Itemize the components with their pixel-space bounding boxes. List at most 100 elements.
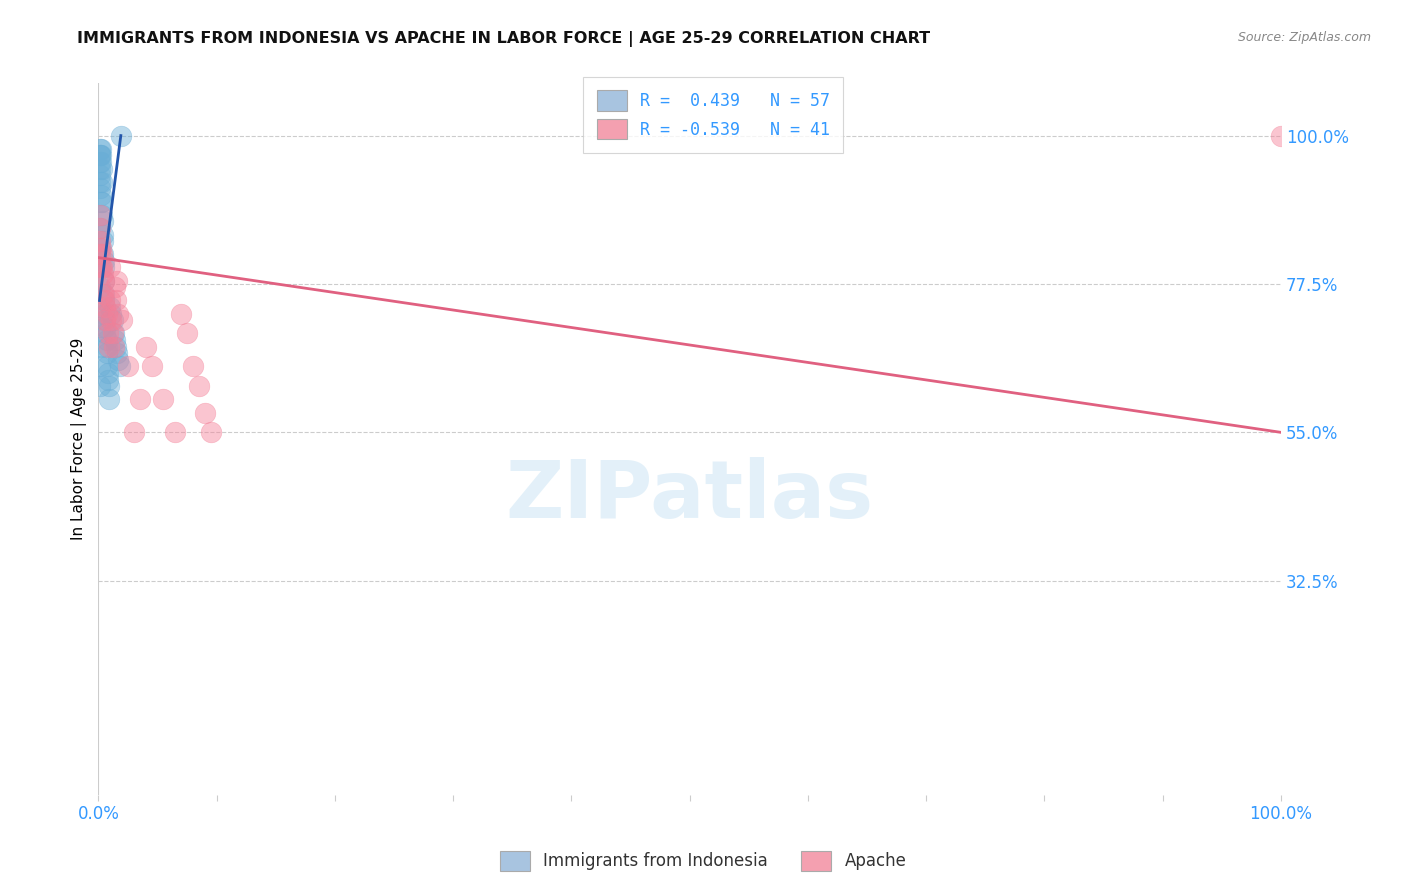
Point [90,175,112,189]
Point [89,142,111,156]
Point [103,326,125,341]
Point [105,340,128,354]
Point [91,247,114,261]
Point [89,208,111,222]
Point [128,392,150,407]
Point [93,274,115,288]
Point [105,293,128,308]
Point [100,313,122,327]
Point [89,168,111,182]
Point [93,253,115,268]
Point [200,425,222,440]
Point [96,346,118,360]
Point [90,194,112,209]
Point [89,319,111,334]
Point [1270,128,1292,143]
Point [135,340,157,354]
Point [89,221,111,235]
Point [181,359,204,374]
Point [93,293,115,308]
Point [93,293,115,308]
Point [110,128,132,143]
Point [89,181,111,195]
Point [89,161,111,176]
Point [90,241,112,255]
Point [90,194,112,209]
Point [187,379,209,393]
Text: Source: ZipAtlas.com: Source: ZipAtlas.com [1237,31,1371,45]
Point [96,333,118,347]
Point [170,307,193,321]
Point [89,379,111,393]
Point [94,300,117,314]
Point [91,267,114,281]
Point [98,300,121,314]
Point [103,340,125,354]
Point [96,359,118,374]
Point [91,234,114,248]
Legend: Immigrants from Indonesia, Apache: Immigrants from Indonesia, Apache [491,842,915,880]
Point [89,300,111,314]
Point [94,313,117,327]
Point [89,247,111,261]
Y-axis label: In Labor Force | Age 25-29: In Labor Force | Age 25-29 [72,338,87,541]
Point [107,352,129,367]
Point [141,359,163,374]
Point [111,313,134,327]
Point [90,155,112,169]
Point [91,227,114,242]
Text: ZIPatlas: ZIPatlas [506,457,873,535]
Point [94,313,117,327]
Point [89,340,111,354]
Point [93,307,115,321]
Point [90,148,112,162]
Point [98,340,121,354]
Point [101,326,124,341]
Point [89,359,111,374]
Point [89,234,111,248]
Point [122,425,145,440]
Point [94,319,117,334]
Point [97,326,120,341]
Point [98,379,121,393]
Point [89,241,111,255]
Point [91,286,114,301]
Point [98,293,121,308]
Point [98,392,121,407]
Point [96,340,118,354]
Point [93,274,115,288]
Point [105,346,128,360]
Point [90,188,112,202]
Point [89,280,111,294]
Point [176,326,198,341]
Text: IMMIGRANTS FROM INDONESIA VS APACHE IN LABOR FORCE | AGE 25-29 CORRELATION CHART: IMMIGRANTS FROM INDONESIA VS APACHE IN L… [77,31,931,47]
Point [194,406,217,420]
Legend: R =  0.439   N = 57, R = -0.539   N = 41: R = 0.439 N = 57, R = -0.539 N = 41 [583,77,844,153]
Point [96,307,118,321]
Point [89,260,111,275]
Point [108,359,131,374]
Point [101,313,124,327]
Point [93,286,115,301]
Point [165,425,187,440]
Point [107,307,129,321]
Point [104,333,127,347]
Point [93,260,115,275]
Point [90,247,112,261]
Point [89,148,111,162]
Point [90,260,112,275]
Point [90,260,112,275]
Point [89,175,111,189]
Point [89,155,111,169]
Point [97,373,120,387]
Point [89,221,111,235]
Point [90,208,112,222]
Point [98,260,121,275]
Point [97,366,120,380]
Point [90,142,112,156]
Point [152,392,174,407]
Point [94,326,117,341]
Point [90,161,112,176]
Point [105,274,128,288]
Point [117,359,139,374]
